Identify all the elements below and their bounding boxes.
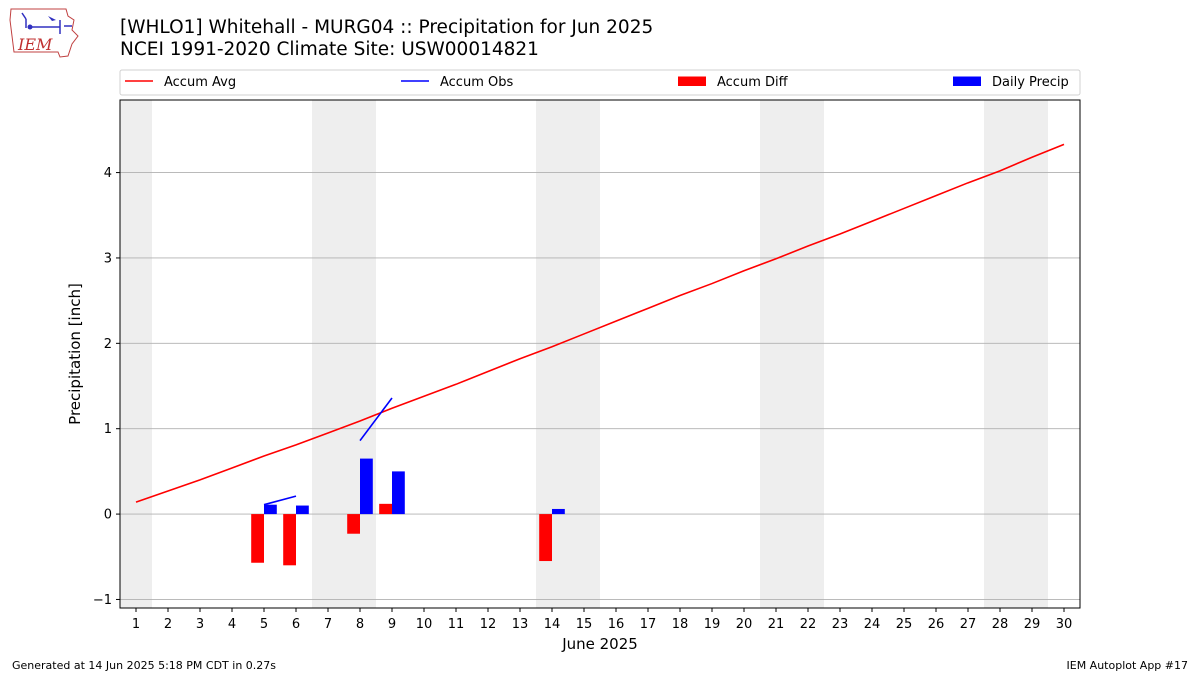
weekend-span-4 <box>984 100 1048 608</box>
daily-precip-bar-day-5 <box>264 504 277 515</box>
y-axis-ticks: −1 0 1 2 3 4 <box>93 166 120 608</box>
weekend-span-1 <box>312 100 376 608</box>
accum-diff-bar-day-6 <box>283 514 296 566</box>
x-tick-label-2: 2 <box>164 617 172 632</box>
chart-title: [WHLO1] Whitehall - MURG04 :: Precipitat… <box>120 17 654 38</box>
x-tick-label-28: 28 <box>992 617 1009 632</box>
x-tick-label-7: 7 <box>324 617 332 632</box>
legend-label-accum-diff: Accum Diff <box>717 75 789 90</box>
accum-diff-bar-day-14 <box>539 514 552 562</box>
y-tick-label-2: 2 <box>104 337 112 352</box>
lines <box>135 143 1065 506</box>
y-tick-label-0: 0 <box>104 508 112 523</box>
x-tick-label-14: 14 <box>544 617 561 632</box>
x-tick-label-18: 18 <box>672 617 689 632</box>
accum-obs-line-segment-0 <box>263 495 297 506</box>
y-tick-label-3: 3 <box>104 251 112 266</box>
x-tick-label-5: 5 <box>260 617 268 632</box>
x-tick-label-25: 25 <box>896 617 913 632</box>
x-tick-label-15: 15 <box>576 617 593 632</box>
legend: Accum Avg Accum Obs Accum Diff Daily Precip <box>119 69 1081 96</box>
x-tick-label-11: 11 <box>448 617 465 632</box>
generated-timestamp: Generated at 14 Jun 2025 5:18 PM CDT in … <box>12 659 277 672</box>
x-tick-label-27: 27 <box>960 617 977 632</box>
x-tick-label-4: 4 <box>228 617 236 632</box>
accum-diff-bar-day-8 <box>347 514 360 534</box>
accum-obs-line-segment-1 <box>359 397 393 442</box>
x-tick-label-22: 22 <box>800 617 817 632</box>
x-tick-label-6: 6 <box>292 617 300 632</box>
svg-text:IEM: IEM <box>17 35 53 54</box>
x-tick-label-8: 8 <box>356 617 364 632</box>
daily-precip-bar-day-9 <box>392 471 405 515</box>
legend-label-daily-precip: Daily Precip <box>992 75 1069 90</box>
chart-subtitle: NCEI 1991-2020 Climate Site: USW00014821 <box>120 39 539 60</box>
x-tick-label-26: 26 <box>928 617 945 632</box>
x-tick-label-13: 13 <box>512 617 529 632</box>
x-tick-label-29: 29 <box>1024 617 1041 632</box>
daily-precip-bar-day-6 <box>296 505 309 515</box>
x-tick-label-30: 30 <box>1056 617 1073 632</box>
x-axis-label: June 2025 <box>561 635 638 653</box>
legend-label-accum-obs: Accum Obs <box>440 75 513 90</box>
accum-diff-bar-day-9 <box>379 503 392 515</box>
plot-frame <box>119 99 1081 609</box>
weekend-span-0 <box>120 100 152 608</box>
legend-swatch-accum-diff <box>678 76 706 86</box>
accum-avg-line <box>135 143 1065 503</box>
x-tick-label-12: 12 <box>480 617 497 632</box>
accum-diff-bar-day-5 <box>251 514 264 563</box>
legend-frame <box>119 69 1081 96</box>
x-tick-label-17: 17 <box>640 617 657 632</box>
x-tick-label-21: 21 <box>768 617 785 632</box>
x-tick-label-9: 9 <box>388 617 396 632</box>
iem-logo: IEM <box>8 6 80 60</box>
x-tick-label-24: 24 <box>864 617 881 632</box>
y-gridlines <box>120 172 1080 600</box>
legend-label-accum-avg: Accum Avg <box>164 75 236 90</box>
app-credit: IEM Autoplot App #17 <box>1066 659 1189 672</box>
daily-precip-bar-day-8 <box>360 458 373 515</box>
x-tick-label-1: 1 <box>132 617 140 632</box>
x-tick-label-16: 16 <box>608 617 625 632</box>
bars <box>251 458 565 566</box>
y-axis-label: Precipitation [inch] <box>66 283 84 425</box>
x-tick-label-19: 19 <box>704 617 721 632</box>
weekend-span-3 <box>760 100 824 608</box>
x-axis-ticks: 1 2 3 4 5 6 7 8 9 10 11 12 13 14 15 16 17 18 19 20 21 22 23 24 2… <box>132 608 1072 632</box>
legend-swatch-daily-precip <box>953 76 981 86</box>
x-tick-label-20: 20 <box>736 617 753 632</box>
weekend-shading <box>120 100 1048 608</box>
y-tick-label--1: −1 <box>93 593 112 608</box>
x-tick-label-23: 23 <box>832 617 849 632</box>
y-tick-label-4: 4 <box>104 166 112 181</box>
daily-precip-bar-day-14 <box>552 508 565 515</box>
x-tick-label-10: 10 <box>416 617 433 632</box>
x-tick-label-3: 3 <box>196 617 204 632</box>
y-tick-label-1: 1 <box>104 422 112 437</box>
